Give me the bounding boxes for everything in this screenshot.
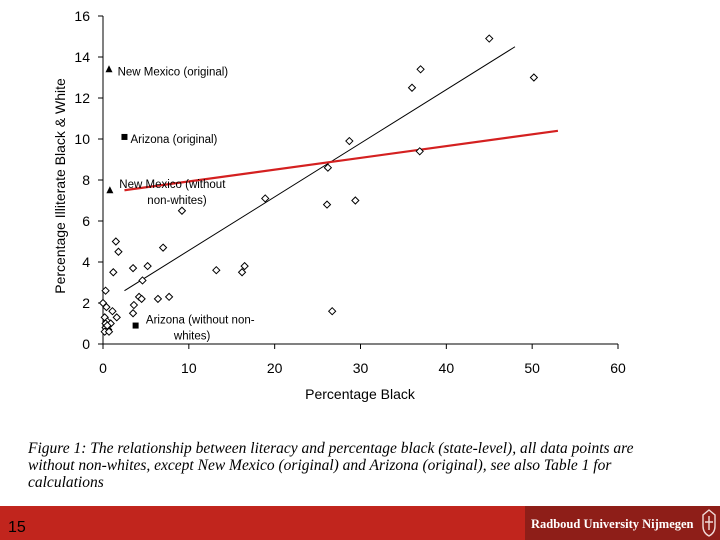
- diamond-point: [407, 83, 417, 92]
- annotation-line: Arizona (without non-: [146, 314, 255, 326]
- diamond-point: [237, 268, 247, 277]
- diamond-point: [102, 302, 111, 312]
- institution-name: Radboud University Nijmegen: [531, 517, 694, 531]
- x-tick-label: 10: [181, 360, 197, 376]
- square-point: [132, 322, 139, 329]
- trendline-red: [124, 129, 559, 192]
- diamond-point: [212, 265, 221, 275]
- diamond-point: [143, 261, 152, 271]
- diamond-point: [351, 196, 360, 205]
- diamond-point: [109, 268, 118, 277]
- diamond-point: [129, 300, 139, 310]
- y-tick-label: 12: [74, 90, 90, 106]
- diamond-point: [111, 237, 121, 246]
- diamond-point: [104, 327, 114, 336]
- x-tick-label: 60: [610, 360, 626, 376]
- triangle-point: [105, 65, 113, 73]
- axis-ticks: 0 10 20 30 40 50 60 0 2 4 6 8 10 12 14 16: [74, 8, 626, 376]
- triangle-point: [106, 186, 114, 194]
- diamond-point: [345, 136, 354, 146]
- diamond-point: [138, 276, 147, 285]
- y-tick-label: 14: [74, 49, 90, 65]
- diamond-point: [415, 147, 424, 156]
- diamond-point: [322, 200, 332, 209]
- point-annotation: Arizona (without non-whites): [146, 314, 255, 342]
- x-tick-label: 50: [524, 360, 540, 376]
- x-tick-label: 20: [267, 360, 283, 376]
- x-axis-label: Percentage Black: [305, 386, 416, 402]
- scatter-chart: 0 10 20 30 40 50 60 0 2 4 6 8 10 12 14 16 New Mexico (o…: [52, 8, 626, 402]
- annotation-line: non-whites): [147, 195, 207, 207]
- diamond-point: [164, 292, 174, 302]
- y-axis-label: Percentage Illiterate Black & White: [52, 78, 68, 294]
- annotations: New Mexico (original) Arizona (original) N…: [118, 66, 255, 342]
- page-number: 15: [8, 519, 26, 536]
- trendlines: [124, 46, 559, 292]
- diamond-point: [101, 286, 110, 295]
- y-tick-label: 4: [82, 254, 90, 270]
- y-tick-label: 0: [82, 336, 90, 352]
- data-points: [98, 34, 539, 336]
- diamond-point: [327, 306, 337, 316]
- diamond-point: [529, 73, 539, 82]
- y-tick-label: 16: [74, 8, 90, 24]
- diamond-point: [485, 34, 494, 43]
- university-crest-icon: [702, 509, 716, 537]
- x-tick-label: 0: [99, 360, 107, 376]
- diamond-point: [128, 309, 138, 318]
- diamond-point: [137, 294, 146, 304]
- footer-bar: 15 Radboud University Nijmegen: [0, 506, 720, 540]
- diamond-point: [112, 313, 121, 322]
- point-annotation: New Mexico (without non-whites): [119, 179, 226, 207]
- y-tick-label: 6: [82, 213, 90, 229]
- diamond-point: [108, 306, 117, 316]
- diamond-point: [128, 263, 138, 273]
- annotation-line: New Mexico (without: [119, 179, 226, 191]
- diamond-point: [323, 163, 333, 172]
- y-tick-label: 8: [82, 172, 90, 188]
- annotation-line: Arizona (original): [130, 134, 217, 146]
- diamond-point: [103, 321, 112, 330]
- diamond-point: [261, 194, 270, 203]
- annotation-line: New Mexico (original): [118, 66, 229, 78]
- diamond-point: [114, 247, 123, 256]
- diamond-point: [177, 206, 187, 215]
- figure-caption: Figure 1: The relationship between liter…: [28, 440, 634, 491]
- annotation-line: whites): [173, 330, 211, 342]
- trendline-black: [124, 46, 516, 292]
- diamond-point: [416, 65, 425, 74]
- diamond-point: [153, 294, 163, 304]
- y-tick-label: 10: [74, 131, 90, 147]
- diamond-point: [240, 261, 249, 271]
- y-tick-label: 2: [82, 295, 90, 311]
- square-point: [121, 133, 128, 140]
- point-annotation: New Mexico (original): [118, 66, 229, 78]
- diamond-point: [158, 243, 168, 252]
- x-tick-label: 40: [439, 360, 455, 376]
- x-tick-label: 30: [353, 360, 369, 376]
- institution-brand: Radboud University Nijmegen: [525, 506, 720, 540]
- point-annotation: Arizona (original): [130, 134, 217, 146]
